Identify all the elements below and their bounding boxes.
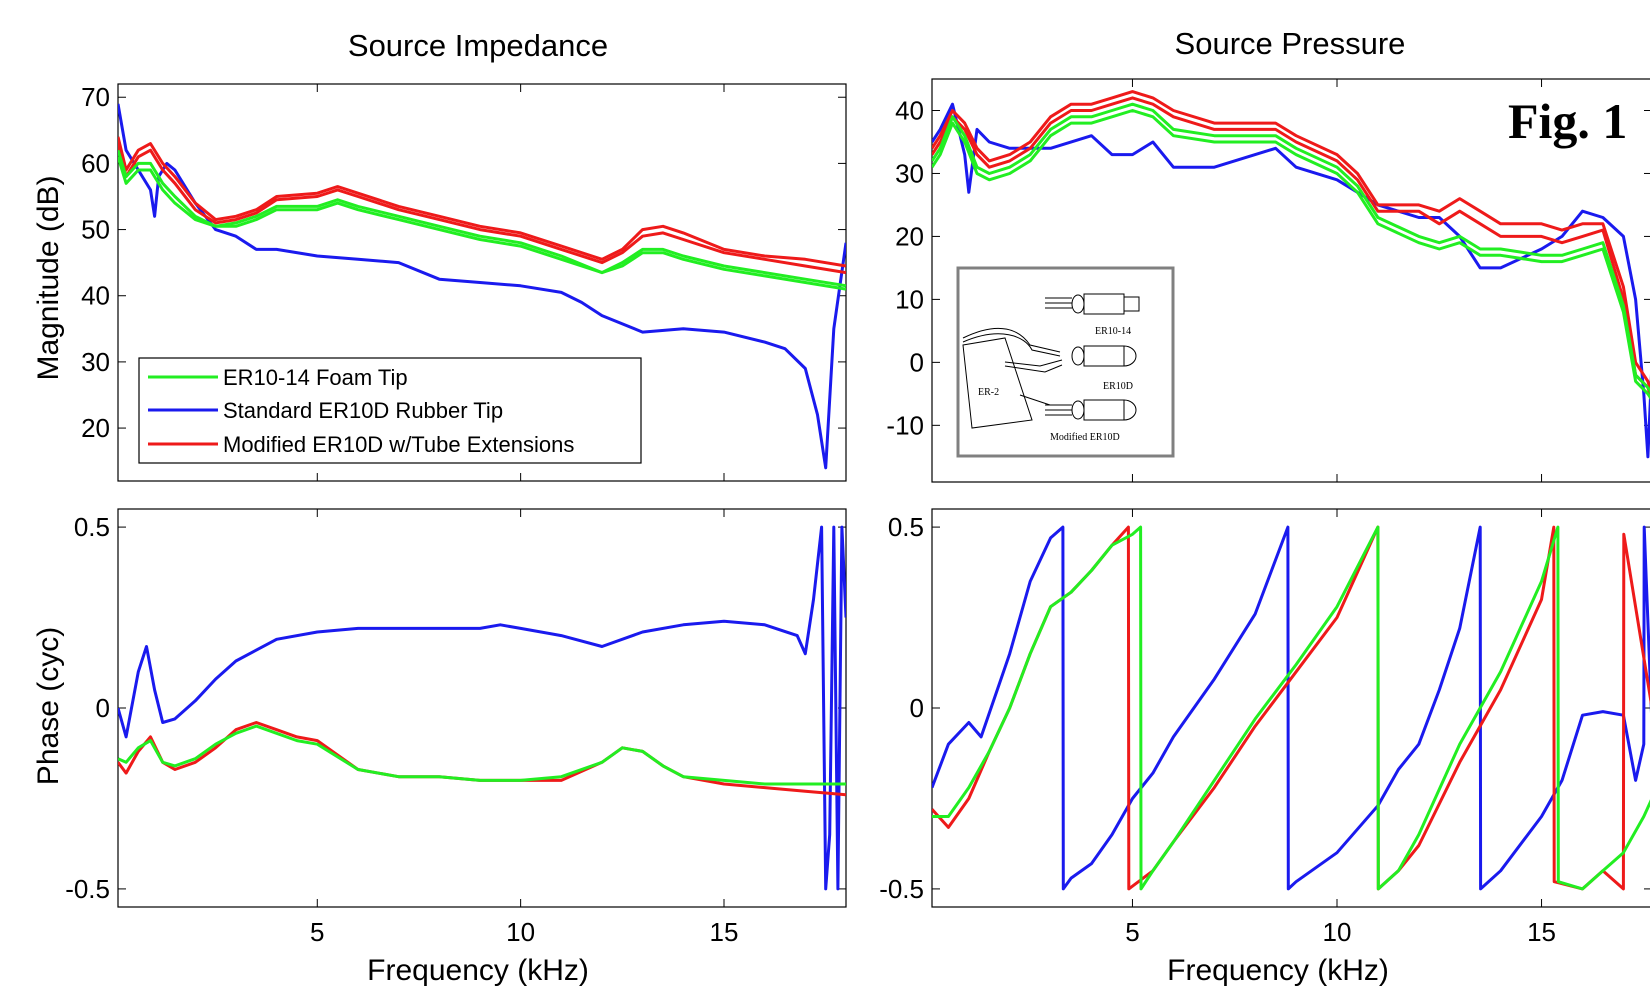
- y-tick-label: 20: [81, 413, 110, 443]
- cable-1: [962, 327, 1061, 353]
- probe3-tip: [1123, 399, 1137, 421]
- series-line: [932, 525, 1650, 891]
- inset-label-er10d: ER10D: [1103, 381, 1133, 392]
- x-tick-label: 10: [1323, 917, 1352, 947]
- y-tick-label: -0.5: [879, 874, 924, 904]
- x-tick-label: 15: [710, 917, 739, 947]
- series-group: [932, 90, 1650, 459]
- series-line: [118, 143, 846, 275]
- legend-label-modified: Modified ER10D w/Tube Extensions: [223, 432, 574, 457]
- probe3-wires: [1045, 404, 1072, 416]
- phase-ylabel: Phase (cyc): [32, 627, 65, 785]
- series-group: [932, 525, 1650, 891]
- y-tick-label: 30: [81, 347, 110, 377]
- legend-box: [138, 357, 642, 464]
- series-line: [932, 102, 1650, 394]
- series-line: [118, 103, 846, 470]
- y-tick-label: 0: [910, 693, 924, 723]
- probe3-housing: [1083, 399, 1125, 421]
- series-group: [118, 103, 846, 470]
- x-tick-label: 10: [506, 917, 535, 947]
- pressure-title: Source Pressure: [1175, 26, 1406, 61]
- series-line: [932, 96, 1650, 399]
- inset-label-modified-er10d: Modified ER10D: [1050, 432, 1120, 443]
- series-group: [118, 525, 846, 891]
- y-tick-label: 60: [81, 148, 110, 178]
- x-tick-label: 5: [1125, 917, 1139, 947]
- figure-label: Fig. 1: [1508, 93, 1627, 149]
- y-tick-label: 50: [81, 215, 110, 245]
- series-line: [118, 156, 846, 291]
- series-line: [932, 109, 1650, 400]
- probe2-tip: [1123, 345, 1137, 367]
- er2-box: [962, 337, 1033, 429]
- legend: ER10-14 Foam Tip Standard ER10D Rubber T…: [138, 357, 642, 464]
- inset-frame: [956, 266, 1175, 458]
- series-line: [932, 525, 1650, 891]
- series-line: [118, 724, 846, 786]
- pressure-xlabel: Frequency (kHz): [1167, 954, 1389, 987]
- y-tick-label: -10: [886, 410, 924, 440]
- legend-label-foam: ER10-14 Foam Tip: [223, 365, 408, 390]
- probe1-wires: [1045, 297, 1072, 309]
- cable-4: [1004, 364, 1063, 373]
- x-tick-label: 15: [1527, 917, 1556, 947]
- magnitude-ylabel: Magnitude (dB): [32, 175, 65, 380]
- series-line: [118, 525, 846, 891]
- impedance-phase-panel: 5 10 15 -0.5 0 0.5: [65, 508, 847, 947]
- inset-diagram: ER-2 ER10-14 ER10D Modified ER10D: [956, 266, 1175, 458]
- y-tick-label: 20: [895, 221, 924, 251]
- pressure-magnitude-panel: -10 0 10 20 30 40: [886, 78, 1650, 483]
- y-tick-label: 30: [895, 158, 924, 188]
- probe1-tip: [1123, 296, 1140, 312]
- impedance-magnitude-panel: 20 30 40 50 60 70: [81, 82, 847, 482]
- y-tick-label: -0.5: [65, 874, 110, 904]
- impedance-xlabel: Frequency (kHz): [367, 954, 589, 987]
- cable-2: [962, 333, 1061, 357]
- impedance-title: Source Impedance: [348, 28, 608, 63]
- pressure-phase-panel: 5 10 15 -0.5 0 0.5: [879, 508, 1650, 947]
- y-tick-label: 0.5: [888, 512, 924, 542]
- panel-frame: [931, 78, 1650, 483]
- series-line: [932, 102, 1650, 459]
- x-tick-label: 5: [310, 917, 324, 947]
- panel-frame: [117, 83, 847, 482]
- legend-label-rubber: Standard ER10D Rubber Tip: [223, 398, 503, 423]
- cable-3: [1004, 359, 1063, 367]
- series-line: [118, 149, 846, 288]
- cable-5: [1019, 394, 1051, 406]
- y-tick-label: 40: [81, 281, 110, 311]
- inset-label-er2: ER-2: [978, 387, 999, 398]
- y-tick-label: 0: [96, 693, 110, 723]
- series-line: [118, 136, 846, 268]
- y-tick-label: 0: [910, 347, 924, 377]
- y-tick-label: 10: [895, 284, 924, 314]
- y-tick-label: 40: [895, 95, 924, 125]
- series-line: [932, 90, 1650, 393]
- inset-label-er1014: ER10-14: [1095, 326, 1131, 337]
- y-tick-label: 0.5: [74, 512, 110, 542]
- probe2-housing: [1083, 345, 1125, 367]
- y-tick-label: 70: [81, 82, 110, 112]
